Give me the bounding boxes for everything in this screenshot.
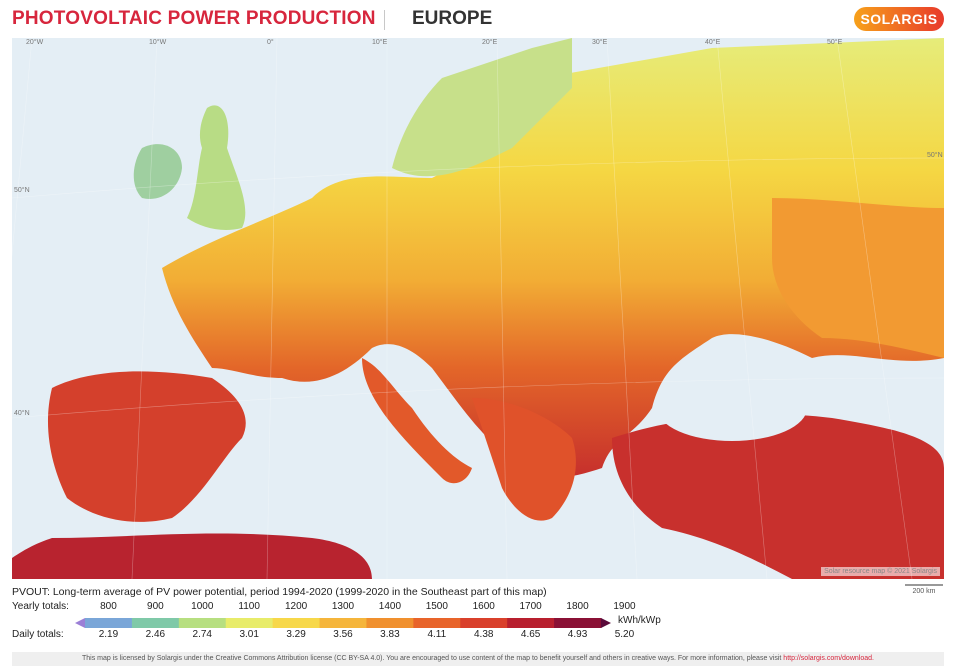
black-sea: [657, 375, 807, 441]
yearly-value: 900: [147, 601, 164, 612]
daily-value: 5.20: [614, 629, 635, 640]
legend-swatch: [75, 618, 85, 628]
legend-swatch: [554, 618, 602, 628]
scandinavia-land: [392, 38, 572, 177]
scale-bar: 200 km: [905, 584, 943, 595]
legend-swatch: [460, 618, 508, 628]
legend-swatch: [225, 618, 274, 628]
great-britain-land: [187, 105, 246, 230]
graticule-label: 40°N: [14, 410, 30, 417]
italy-land: [362, 358, 472, 484]
graticule-lines: [12, 38, 944, 579]
region-title: EUROPE: [412, 8, 493, 29]
graticule-label: 30°E: [592, 39, 608, 46]
solargis-logo[interactable]: SOLARGIS: [854, 7, 944, 31]
yearly-value: 1000: [191, 601, 214, 612]
turkey-land: [612, 414, 944, 579]
yearly-value: 1900: [613, 601, 636, 612]
daily-values-row: 2.19 2.46 2.74 3.01 3.29 3.56 3.83 4.11 4.38 4.65…: [70, 629, 634, 643]
yearly-values-row: 800 900 1000 1100 1200 1300 1400 1500 1600 1700 18…: [70, 601, 635, 615]
graticule-label: 20°E: [482, 39, 498, 46]
daily-value: 2.74: [192, 629, 212, 640]
map-panel[interactable]: 20°W 10°W 0° 10°E 20°E 30°E 40°E 50°E 50…: [12, 38, 944, 579]
daily-value: 3.01: [239, 629, 259, 640]
page-title: PHOTOVOLTAIC POWER PRODUCTION: [12, 8, 376, 29]
legend-caption: PVOUT: Long-term average of PV power pot…: [12, 586, 547, 598]
daily-value: 2.46: [145, 629, 166, 640]
graticule-label: 0°: [267, 39, 274, 46]
southern-russia-land: [772, 198, 944, 358]
yearly-value: 800: [100, 601, 117, 612]
scale-bar-line: [905, 584, 943, 586]
yearly-value: 1700: [519, 601, 542, 612]
legend-swatch: [319, 618, 367, 628]
graticule-label: 40°E: [705, 39, 721, 46]
legend-swatch: [413, 618, 461, 628]
graticule-label: 50°E: [827, 39, 843, 46]
legend-swatch: [272, 618, 321, 628]
title-divider: [384, 10, 385, 30]
legend-swatch: [601, 618, 611, 628]
yearly-value: 1400: [378, 601, 402, 612]
balkans-greece-land: [472, 398, 576, 521]
legend-swatch: [507, 618, 555, 628]
north-africa-land: [12, 533, 372, 579]
graticule-label: 50°N: [927, 152, 943, 159]
legend-swatch: [131, 618, 180, 628]
legend-unit: kWh/kWp: [618, 615, 661, 626]
license-footer: This map is licensed by Solargis under t…: [12, 652, 944, 666]
legend-swatch: [366, 618, 414, 628]
iberia-land: [47, 371, 246, 522]
graticule-label: 50°N: [14, 187, 30, 194]
legend-swatch: [85, 618, 133, 628]
daily-value: 4.65: [520, 629, 541, 640]
map-credit: Solar resource map © 2021 Solargis: [821, 567, 940, 576]
yearly-value: 1100: [238, 601, 260, 612]
yearly-value: 1800: [566, 601, 589, 612]
continental-europe-land: [162, 38, 944, 478]
yearly-value: 1600: [472, 601, 495, 612]
daily-value: 4.93: [567, 629, 588, 640]
license-text: This map is licensed by Solargis under t…: [82, 655, 782, 662]
yearly-totals-label: Yearly totals:: [12, 601, 69, 612]
daily-value: 3.56: [333, 629, 353, 640]
license-link[interactable]: http://solargis.com/download.: [783, 655, 874, 662]
graticule-label: 20°W: [26, 39, 44, 46]
header: PHOTOVOLTAIC POWER PRODUCTION EUROPE SOL…: [0, 0, 956, 38]
daily-value: 3.83: [380, 629, 400, 640]
europe-pvout-map: [12, 38, 944, 579]
yearly-value: 1200: [284, 601, 308, 612]
daily-totals-label: Daily totals:: [12, 629, 64, 640]
scale-label: 200 km: [912, 588, 936, 595]
yearly-value: 1500: [425, 601, 448, 612]
graticule-label: 10°W: [149, 39, 167, 46]
daily-value: 3.29: [286, 629, 306, 640]
daily-value: 2.19: [98, 629, 119, 640]
daily-value: 4.11: [427, 629, 447, 640]
daily-value: 4.38: [473, 629, 494, 640]
ireland-land: [133, 144, 182, 199]
yearly-value: 1300: [331, 601, 355, 612]
legend-color-bar: [75, 618, 611, 628]
graticule-label: 10°E: [372, 39, 388, 46]
legend-swatch: [178, 618, 227, 628]
